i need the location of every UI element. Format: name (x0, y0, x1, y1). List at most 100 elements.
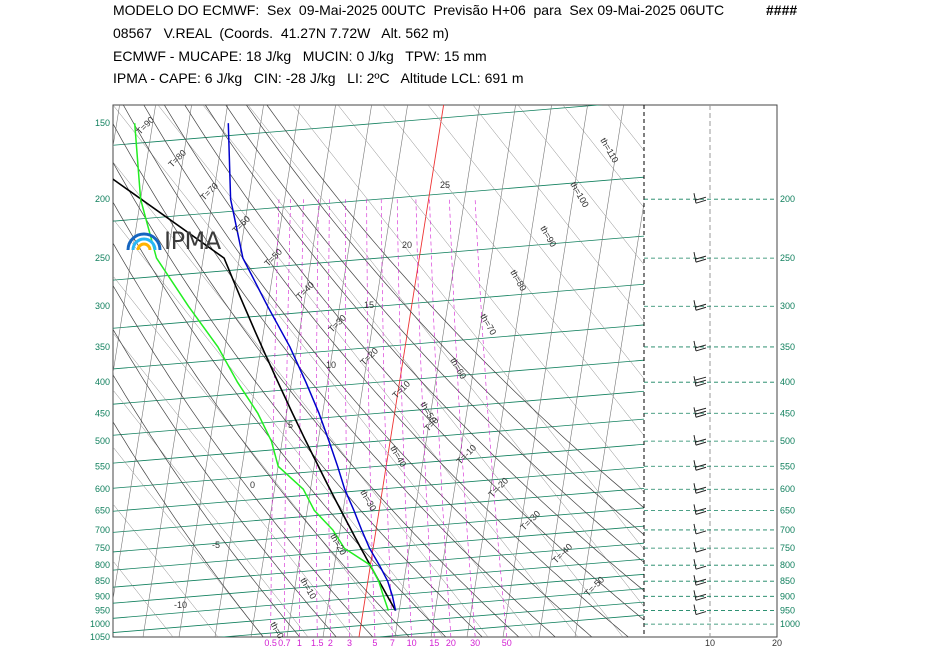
pressure-tick-left: 250 (95, 253, 110, 263)
isobar-line (113, 588, 644, 633)
wind-barb-flag (695, 379, 707, 384)
mixing-ratio-line (396, 199, 412, 637)
header-station-line: 08567 V.REAL (Coords. 41.27N 7.72W Alt. … (113, 25, 449, 41)
mixing-ratio-line (380, 199, 393, 637)
pressure-tick-right: 900 (780, 591, 795, 601)
cross-grid-line (607, 105, 644, 152)
wind-barb (693, 435, 707, 446)
cross-grid-line (653, 105, 940, 637)
axes-labels: 1502002503003504004505005506006507007508… (90, 115, 800, 648)
cross-grid-line (292, 105, 644, 551)
wind-barb-flag (695, 303, 707, 308)
mixing-ratio-tick: 1 (297, 638, 302, 648)
pressure-tick-left: 800 (95, 560, 110, 570)
isotherm-label: T=70 (198, 181, 220, 203)
mixing-ratio-line (344, 199, 350, 637)
isotherm-line (0, 105, 12, 637)
pressure-tick-right: 950 (780, 606, 795, 616)
wind-barb-flag (695, 578, 707, 583)
mixing-ratio-line (429, 199, 452, 637)
wind-barb-staff (693, 542, 697, 553)
ipma-logo: IPMA (124, 226, 234, 258)
isobar-line (113, 359, 644, 405)
dry-adiabat-line (113, 201, 447, 637)
isotherm-label: T=-10 (454, 443, 478, 467)
cross-grid-line (113, 275, 399, 637)
pressure-tick-right: 700 (780, 525, 795, 535)
wind-barb-staff (693, 193, 697, 204)
theta-label: th=90 (538, 224, 558, 249)
isotherm-line (574, 201, 644, 637)
wind-barb-flag (694, 376, 707, 381)
wind-barb-flag (695, 565, 707, 570)
cross-grid-line (743, 105, 940, 637)
wind-barb-staff (693, 504, 697, 515)
wind-barb-staff (693, 590, 697, 601)
wind-barb-staff (693, 523, 697, 535)
cross-grid-line (113, 560, 174, 637)
mixing-ratio-tick: 0.5 (264, 638, 277, 648)
pressure-tick-left: 950 (95, 606, 110, 616)
wind-barb-flag (695, 507, 707, 512)
wind-barb-flag (695, 581, 707, 586)
cross-grid-line (427, 105, 644, 380)
cross-grid-line (517, 105, 644, 266)
thermo-grid (0, 105, 940, 637)
dry-adiabat-line (113, 242, 410, 637)
isotherm-label: T=10 (390, 379, 412, 401)
moist-adiabat-label: 25 (440, 180, 450, 190)
header-ecmwf-indices: ECMWF - MUCAPE: 18 J/kg MUCIN: 0 J/kg TP… (113, 48, 487, 64)
wind-barb (693, 559, 707, 570)
mixing-ratio-line (270, 199, 280, 637)
wind-barb-staff (693, 407, 697, 418)
wind-axis-tick: 20 (772, 638, 782, 648)
cross-grid-line (113, 218, 444, 637)
isotherm-line (502, 105, 588, 637)
cross-grid-line (337, 105, 644, 494)
isobar-line (113, 105, 604, 146)
isobar-line (373, 614, 644, 637)
isobar-line (113, 324, 644, 370)
pressure-tick-right: 750 (780, 543, 795, 553)
wind-barb-staff (693, 604, 697, 615)
wind-barb (693, 523, 707, 535)
cross-grid-line (113, 389, 309, 637)
isotherm-line (466, 105, 552, 637)
wind-barb-staff (693, 435, 697, 446)
cross-grid-line (202, 105, 624, 637)
wind-barb-flag (695, 410, 707, 415)
wind-barb (693, 193, 707, 204)
theta-label: th=20 (328, 532, 348, 557)
pressure-tick-right: 1000 (780, 619, 800, 629)
header-ipma-indices: IPMA - CAPE: 6 J/kg CIN: -28 J/kg LI: 2º… (113, 70, 524, 86)
moist-adiabat-label: -10 (174, 600, 187, 610)
isotherm-line (0, 105, 84, 637)
dry-adiabat-line (113, 284, 374, 637)
pressure-tick-left: 150 (95, 118, 110, 128)
cross-grid-line (113, 446, 264, 637)
wind-panel (643, 105, 777, 637)
pressure-tick-right: 300 (780, 301, 795, 311)
moist-adiabat-label: -5 (212, 540, 220, 550)
sounding-profiles (113, 123, 397, 611)
mixing-ratio-tick: 1.5 (311, 638, 324, 648)
pressure-tick-right: 200 (780, 194, 795, 204)
pressure-tick-left: 650 (95, 505, 110, 515)
temperature-profile (227, 123, 397, 611)
wind-barb (693, 575, 707, 586)
wind-barb-flag (695, 441, 707, 446)
wind-barb (693, 483, 707, 494)
dewpoint-profile (133, 123, 390, 611)
dry-adiabat-line (205, 105, 644, 592)
isotherm-line (394, 105, 480, 637)
isotherm-label: T=-20 (486, 476, 510, 500)
theta-label: th=50 (418, 400, 438, 425)
wind-barb-flag (695, 611, 707, 616)
isobar-line (218, 601, 644, 637)
pressure-tick-right: 600 (780, 484, 795, 494)
cross-grid-line (113, 332, 354, 637)
pressure-tick-left: 750 (95, 543, 110, 553)
cross-grid-line (698, 105, 940, 637)
wind-barb-flag (694, 407, 707, 412)
pressure-tick-right: 850 (780, 576, 795, 586)
